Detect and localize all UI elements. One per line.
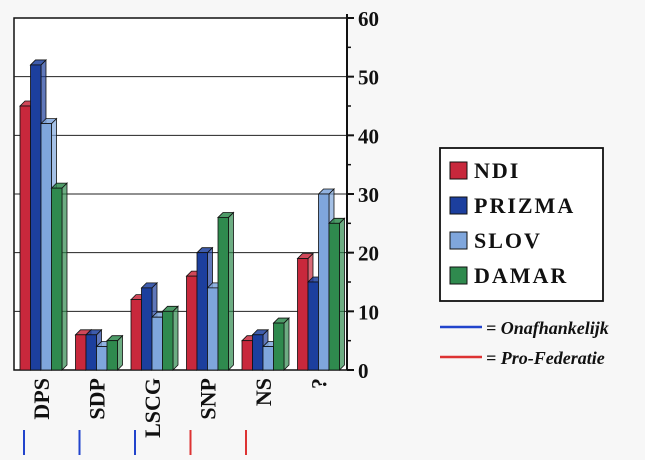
bar bbox=[262, 346, 274, 371]
bar bbox=[217, 217, 229, 371]
bar bbox=[40, 123, 52, 371]
bar bbox=[30, 64, 42, 371]
bar bbox=[106, 340, 118, 371]
bar bbox=[328, 222, 340, 371]
bar bbox=[162, 310, 174, 371]
bar bbox=[75, 334, 87, 371]
bar bbox=[51, 187, 63, 371]
legend-swatch bbox=[449, 196, 468, 215]
bar bbox=[307, 281, 319, 371]
legend-swatch bbox=[449, 266, 468, 285]
bar bbox=[85, 334, 97, 371]
bar-side bbox=[283, 317, 290, 371]
bar bbox=[207, 287, 219, 371]
x-tick-label: DPS bbox=[29, 378, 54, 420]
bar bbox=[151, 316, 163, 371]
bar bbox=[96, 346, 108, 371]
bar bbox=[318, 193, 330, 371]
x-tick-label: SDP bbox=[84, 378, 109, 420]
x-tick-label: LSCG bbox=[140, 378, 165, 438]
note-label: = Pro-Federatie bbox=[486, 348, 605, 368]
x-tick-label: NS bbox=[251, 378, 276, 406]
y-tick-label: 50 bbox=[358, 66, 379, 90]
y-tick-label: 10 bbox=[358, 300, 379, 324]
bar-side bbox=[339, 217, 345, 371]
bar bbox=[141, 287, 153, 371]
bar bbox=[252, 334, 264, 371]
y-tick-label: 30 bbox=[358, 183, 379, 207]
legend-label: DAMAR bbox=[474, 263, 568, 288]
x-tick-label: ? bbox=[306, 378, 331, 389]
legend-label: PRIZMA bbox=[474, 193, 575, 218]
note-label: = Onafhankelijk bbox=[486, 318, 609, 338]
y-tick-label: 40 bbox=[358, 124, 379, 148]
bar bbox=[297, 258, 309, 371]
x-tick-label: SNP bbox=[195, 378, 220, 420]
bar bbox=[186, 275, 198, 371]
legend-swatch bbox=[449, 161, 468, 180]
bar-side bbox=[172, 305, 179, 371]
legend-label: SLOV bbox=[474, 228, 542, 253]
y-tick-label: 60 bbox=[358, 7, 379, 31]
legend-label: NDI bbox=[474, 158, 520, 183]
bar bbox=[130, 299, 142, 371]
bar-side bbox=[228, 211, 234, 371]
bar-side bbox=[117, 334, 123, 371]
bar bbox=[19, 105, 31, 371]
legend-swatch bbox=[449, 231, 468, 250]
y-tick-label: 20 bbox=[358, 242, 379, 266]
bar bbox=[273, 322, 285, 371]
bar-side bbox=[61, 182, 68, 371]
bar bbox=[241, 340, 253, 371]
y-tick-label: 0 bbox=[358, 359, 369, 383]
bar bbox=[196, 252, 208, 371]
